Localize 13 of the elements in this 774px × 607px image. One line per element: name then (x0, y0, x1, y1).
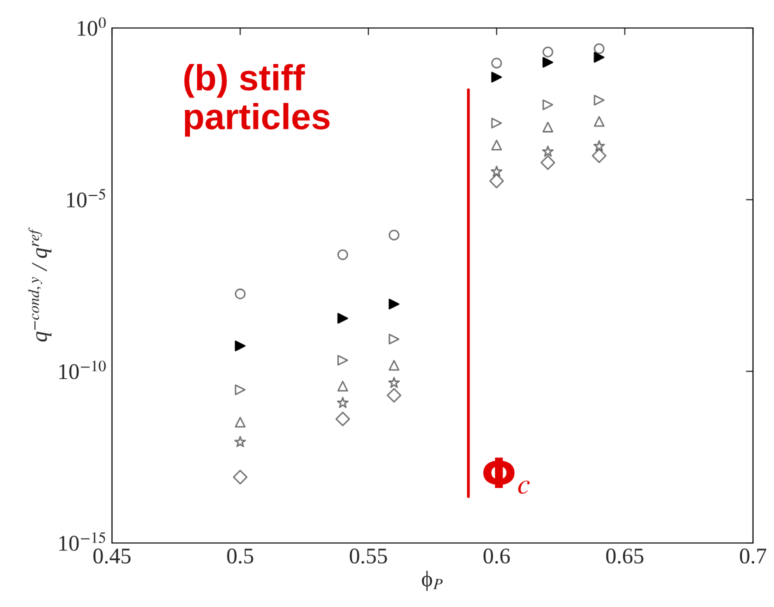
y-tick-label: 10$^{0}$ (78, 17, 106, 36)
x-tick-label: 0.65 (606, 548, 644, 564)
x-tick-label: 0.7 (740, 548, 766, 564)
x-axis-title: ϕ$_{P}$ (422, 570, 443, 591)
y-tick-label: 10$^{−10}$ (59, 360, 106, 380)
x-tick-label: 0.5 (227, 548, 254, 564)
x-tick-label: 0.45 (93, 548, 131, 564)
ref-line-label: Φ$_{c}$ (483, 458, 530, 494)
annotation: (b) stiff particles (184, 64, 330, 137)
y-axis-title: q$^{−cond,y}$ / q$^{ref}$ (28, 228, 52, 342)
x-tick-label: 0.55 (350, 548, 387, 564)
x-tick-label: 0.6 (484, 548, 510, 564)
y-tick-label: 10$^{−5}$ (67, 188, 106, 208)
